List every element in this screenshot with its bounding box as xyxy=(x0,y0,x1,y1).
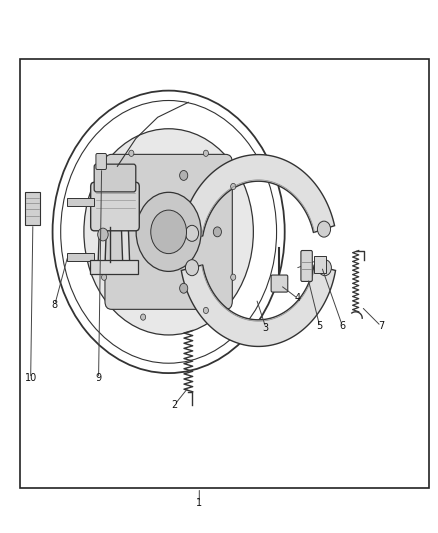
Text: 5: 5 xyxy=(317,321,323,331)
Circle shape xyxy=(180,171,188,180)
Text: 8: 8 xyxy=(52,300,58,310)
Circle shape xyxy=(84,129,253,335)
Circle shape xyxy=(102,183,106,190)
Text: 3: 3 xyxy=(263,323,269,333)
Circle shape xyxy=(125,262,133,272)
Circle shape xyxy=(151,210,187,254)
FancyBboxPatch shape xyxy=(105,155,232,309)
Circle shape xyxy=(203,308,208,313)
Circle shape xyxy=(185,260,198,276)
Text: 6: 6 xyxy=(339,321,346,331)
Text: 1: 1 xyxy=(196,498,202,507)
Text: 7: 7 xyxy=(378,321,384,331)
Circle shape xyxy=(231,274,236,280)
Circle shape xyxy=(318,260,332,276)
Text: 2: 2 xyxy=(171,400,177,410)
FancyBboxPatch shape xyxy=(94,164,136,192)
Circle shape xyxy=(180,284,188,293)
FancyBboxPatch shape xyxy=(91,182,139,231)
Circle shape xyxy=(213,227,222,237)
Bar xyxy=(20,59,429,488)
Circle shape xyxy=(136,192,201,271)
Polygon shape xyxy=(181,265,336,346)
Polygon shape xyxy=(181,155,335,236)
FancyBboxPatch shape xyxy=(301,251,312,281)
Circle shape xyxy=(185,225,198,241)
Circle shape xyxy=(129,150,134,156)
FancyBboxPatch shape xyxy=(96,154,106,169)
Circle shape xyxy=(318,221,331,237)
Circle shape xyxy=(125,192,133,202)
FancyBboxPatch shape xyxy=(90,260,138,274)
Circle shape xyxy=(98,228,108,241)
Text: 9: 9 xyxy=(95,374,102,383)
FancyBboxPatch shape xyxy=(67,198,94,206)
FancyBboxPatch shape xyxy=(25,192,40,225)
Circle shape xyxy=(231,183,236,190)
FancyBboxPatch shape xyxy=(67,253,94,261)
Circle shape xyxy=(203,150,208,156)
Text: 10: 10 xyxy=(25,374,37,383)
Text: 4: 4 xyxy=(295,294,301,303)
Circle shape xyxy=(102,274,106,280)
FancyBboxPatch shape xyxy=(314,256,326,273)
FancyBboxPatch shape xyxy=(271,275,288,292)
Circle shape xyxy=(141,314,146,320)
